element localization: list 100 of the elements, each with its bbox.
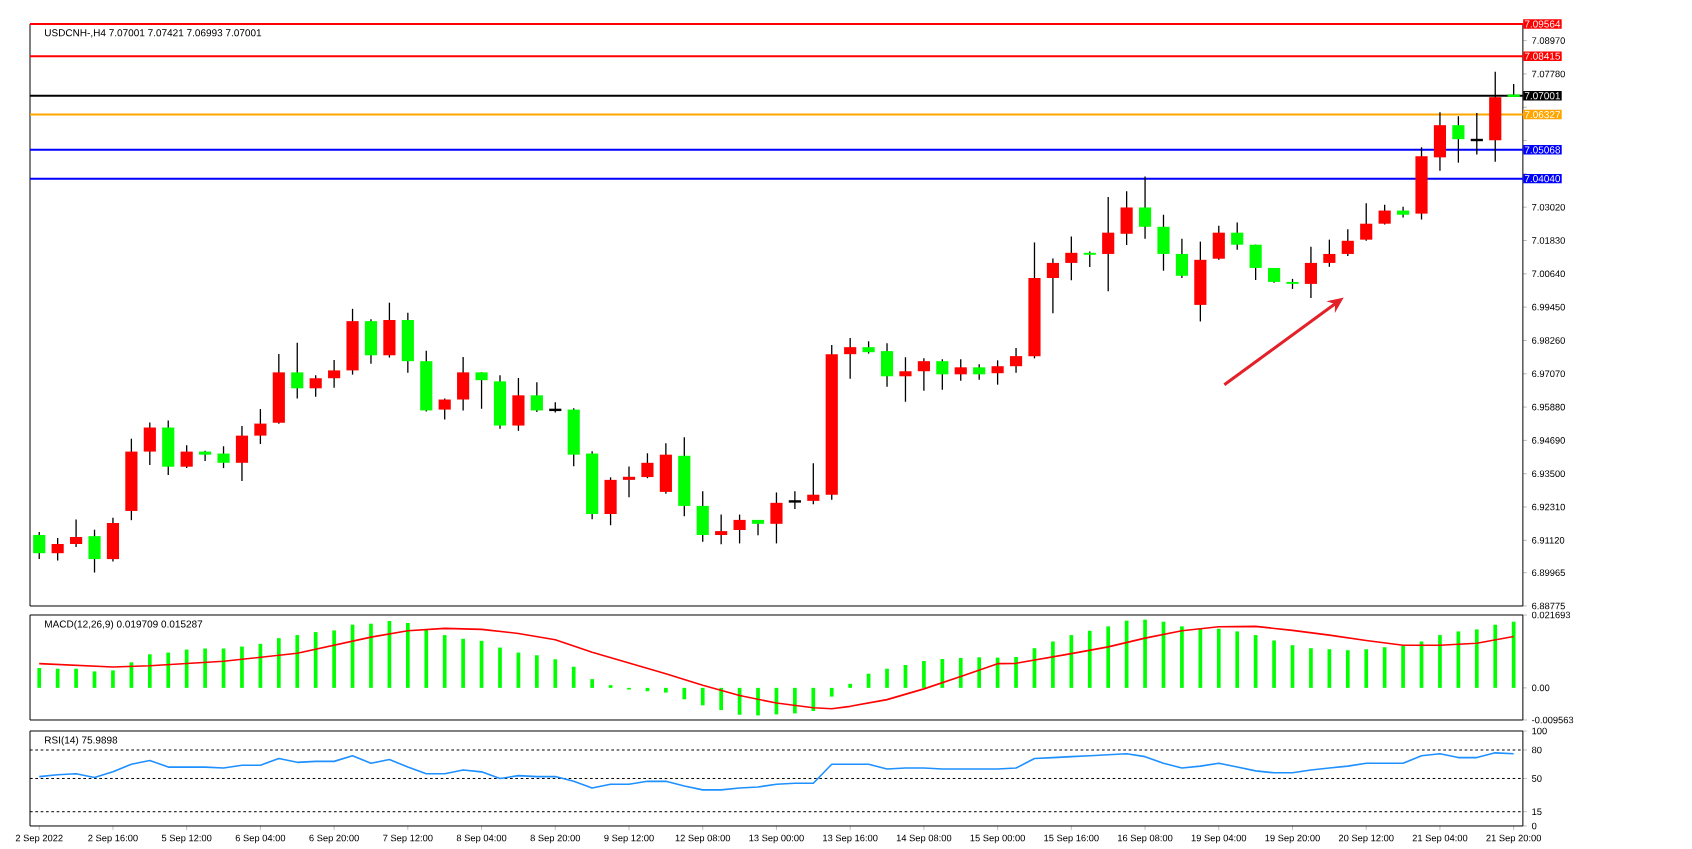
ref-line-label: 7.04040 (1524, 175, 1561, 183)
bar (1051, 641, 1055, 688)
y-tick-label: -0.009563 (1532, 716, 1574, 724)
bar (756, 687, 760, 716)
x-tick-label: 6 Sep 04:00 (235, 834, 286, 844)
x-tick-label: 15 Sep 16:00 (1044, 834, 1099, 844)
bar (332, 630, 336, 688)
x-tick-label: 9 Sep 12:00 (604, 834, 654, 844)
bar (922, 660, 926, 688)
candlestick (180, 444, 193, 469)
candlestick (1341, 228, 1354, 257)
x-tick-label: 13 Sep 16:00 (823, 834, 878, 844)
candlestick (309, 374, 322, 398)
candlestick (622, 465, 636, 498)
x-tick-label: 7 Sep 12:00 (383, 834, 433, 844)
y-tick-label: 6.88775 (1532, 602, 1565, 610)
y-tick-label: 0 (1531, 822, 1537, 830)
x-tick-label: 14 Sep 08:00 (896, 834, 952, 844)
bar (1014, 656, 1018, 688)
candlestick (991, 359, 1004, 386)
bar (1438, 635, 1442, 688)
bar (313, 632, 318, 688)
bar (1272, 640, 1276, 688)
x-tick-label: 21 Sep 20:00 (1486, 834, 1542, 844)
candlestick (1397, 205, 1410, 219)
x-tick-label: 5 Sep 12:00 (161, 834, 212, 844)
y-tick-label: 6.99450 (1532, 303, 1565, 311)
bar (369, 623, 373, 688)
x-tick-label: 21 Sep 04:00 (1412, 834, 1468, 844)
bar (147, 654, 152, 688)
y-tick-label: 6.95880 (1532, 403, 1565, 411)
y-tick-label: 7.01830 (1532, 237, 1565, 244)
bar (811, 687, 816, 712)
bar (1180, 626, 1184, 688)
y-tick-label: 6.89965 (1532, 569, 1565, 576)
y-tick-label: 6.92310 (1532, 503, 1565, 511)
bar (1087, 630, 1092, 688)
bar (1309, 648, 1313, 688)
candlestick (715, 513, 728, 545)
candlestick (254, 408, 267, 445)
candlestick (88, 529, 101, 574)
y-tick-label: 6.97070 (1532, 370, 1565, 378)
bar (940, 658, 945, 688)
x-tick-label: 19 Sep 20:00 (1265, 834, 1320, 844)
bar (829, 687, 834, 697)
bar (590, 679, 594, 688)
candlestick (217, 445, 230, 469)
y-tick-label: 7.07780 (1532, 70, 1565, 78)
bar (1106, 626, 1111, 688)
candlestick (291, 342, 304, 400)
bar (55, 668, 60, 688)
candlestick (1360, 202, 1373, 242)
candlestick (475, 371, 488, 410)
bar (682, 687, 687, 700)
bar (424, 629, 429, 688)
candlestick (328, 359, 341, 389)
candlestick (1249, 244, 1262, 281)
ref-line-label: 7.08415 (1524, 52, 1561, 60)
candlestick (1175, 238, 1188, 279)
bar (535, 655, 539, 688)
bar (1069, 635, 1074, 688)
candlestick (1102, 196, 1115, 292)
bar (848, 683, 853, 688)
bar (37, 668, 42, 688)
x-tick-label: 12 Sep 08:00 (675, 834, 731, 844)
y-tick-label: 0.021693 (1531, 611, 1571, 619)
candlestick (733, 513, 746, 545)
ref-line-label: 7.09564 (1524, 20, 1561, 28)
candlestick (770, 491, 783, 545)
y-tick-label: 50 (1531, 775, 1542, 782)
bar (664, 687, 668, 693)
x-tick-label: 8 Sep 20:00 (530, 834, 581, 844)
y-tick-label: 7.08970 (1532, 37, 1565, 44)
bar (111, 670, 115, 688)
candlestick (438, 397, 451, 421)
candlestick (751, 519, 765, 536)
candlestick (70, 518, 83, 548)
y-tick-label: 6.93500 (1532, 470, 1565, 477)
y-tick-label: 7.00640 (1532, 270, 1565, 278)
candlestick (1009, 347, 1023, 374)
x-tick-label: 6 Sep 20:00 (309, 834, 359, 844)
bar (1364, 649, 1369, 688)
bar (203, 648, 207, 688)
bar (276, 638, 281, 688)
y-tick-label: 80 (1531, 746, 1542, 754)
y-tick-label: 100 (1532, 727, 1547, 735)
ref-line-label: 7.06327 (1524, 111, 1560, 119)
candlestick (1138, 175, 1152, 240)
chart-title: RSI(14) 75.9898 (45, 736, 118, 746)
bar (885, 668, 889, 688)
candlestick (1378, 204, 1391, 226)
bar (295, 635, 300, 688)
candlestick (1065, 235, 1078, 281)
candlestick (936, 358, 949, 391)
bar (793, 687, 797, 714)
bar (1493, 624, 1498, 688)
bar (406, 623, 410, 688)
ref-line-label: 7.07001 (1524, 92, 1561, 100)
candlestick (844, 337, 857, 380)
candlestick (899, 356, 912, 403)
